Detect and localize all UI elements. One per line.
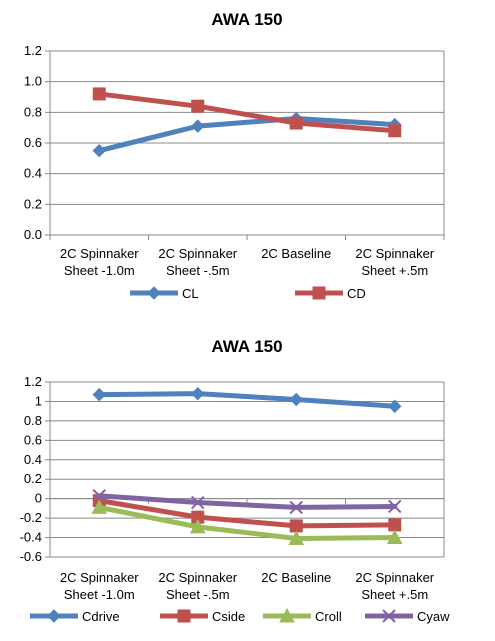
x-tick-label-line: 2C Baseline: [261, 570, 331, 585]
x-tick-label-line: 2C Spinnaker: [60, 246, 139, 261]
x-tick-label-line: 2C Spinnaker: [158, 246, 237, 261]
series-line: [96, 391, 398, 409]
data-point-stroke: [191, 495, 205, 510]
data-point: [191, 495, 205, 510]
legend-item: Cyaw: [365, 609, 450, 624]
data-point: [92, 87, 106, 101]
y-tick-label: -0.4: [20, 530, 42, 545]
data-point: [191, 119, 205, 133]
x-tick-label: 2C Spinnaker Sheet +.5m: [355, 570, 434, 602]
x-tick-label: 2C Spinnaker Sheet -1.0m: [60, 570, 139, 602]
data-point: [289, 392, 303, 407]
x-tick-label-line: 2C Spinnaker: [158, 570, 237, 585]
x-tick-label: 2C Spinnaker Sheet -1.0m: [60, 246, 139, 278]
data-point: [177, 609, 191, 623]
data-point: [312, 286, 326, 300]
y-tick-label: 0.4: [24, 166, 42, 181]
series-cyaw: [92, 489, 402, 515]
y-tick-label: 0.4: [24, 452, 42, 467]
legend-item: CD: [295, 286, 366, 301]
data-point: [289, 116, 303, 130]
data-point: [47, 609, 61, 623]
series-line: [96, 115, 398, 154]
series-cdrive: [92, 386, 402, 414]
x-tick-label-line: Sheet -1.0m: [64, 587, 135, 602]
x-tick-label: 2C Baseline: [261, 246, 331, 261]
y-tick-label: 0.2: [24, 196, 42, 211]
y-tick-label: 0: [35, 491, 42, 506]
legend-label: Cdrive: [82, 609, 120, 624]
data-point: [288, 530, 305, 546]
x-tick-label-line: Sheet -.5m: [166, 587, 230, 602]
chart-cl-cd: AWA 150 0.0 0.2 0.4 0.6 0.8 1.0 1.2 2C Spinnake…: [24, 10, 445, 301]
data-point: [279, 607, 295, 623]
data-point-stroke: [388, 499, 402, 514]
chart-title: AWA 150: [211, 10, 282, 29]
y-tick-label: -0.6: [20, 549, 42, 564]
data-point: [91, 499, 108, 514]
series-croll: [91, 499, 403, 546]
series-line: [96, 91, 398, 134]
x-tick-label-line: 2C Baseline: [261, 246, 331, 261]
series-line: [96, 504, 398, 542]
data-point: [386, 529, 403, 545]
y-tick-label: 0.6: [24, 432, 42, 447]
data-point: [289, 500, 303, 515]
y-tick-label: 0.6: [24, 135, 42, 150]
x-tick-label: 2C Spinnaker Sheet -.5m: [158, 246, 237, 278]
x-tick-label-line: 2C Spinnaker: [355, 246, 434, 261]
legend-label: Cside: [212, 609, 245, 624]
legend-item: Cdrive: [30, 609, 120, 624]
data-point: [92, 387, 106, 402]
x-tick-label: 2C Spinnaker Sheet +.5m: [355, 246, 434, 278]
data-point: [191, 386, 205, 401]
x-tick-label-line: Sheet -1.0m: [64, 263, 135, 278]
legend-item: Cside: [160, 609, 245, 624]
x-tick-label-line: 2C Spinnaker: [355, 570, 434, 585]
data-point: [289, 519, 303, 533]
y-tick-label: -0.2: [20, 510, 42, 525]
legend-item: Croll: [263, 607, 342, 624]
data-point: [388, 399, 402, 414]
y-tick-label: 1: [35, 393, 42, 408]
legend-label: Croll: [315, 609, 342, 624]
legend-label: CL: [182, 286, 199, 301]
data-point-stroke: [382, 609, 396, 623]
data-point-stroke: [92, 489, 106, 503]
data-point: [382, 609, 396, 623]
y-tick-label: 1.2: [24, 374, 42, 389]
y-tick-label: 1.2: [24, 43, 42, 58]
data-point: [92, 489, 106, 503]
series-line: [96, 493, 398, 510]
series-cl: [92, 111, 402, 158]
legend-label: Cyaw: [417, 609, 450, 624]
data-point: [92, 143, 106, 158]
chart-title: AWA 150: [211, 337, 282, 356]
legend-label: CD: [347, 286, 366, 301]
x-tick-label: 2C Baseline: [261, 570, 331, 585]
series-cd: [92, 87, 402, 138]
y-tick-label: 0.0: [24, 227, 42, 242]
y-tick-label: 0.2: [24, 471, 42, 486]
y-tick-label: 0.8: [24, 413, 42, 428]
data-point-stroke: [289, 500, 303, 515]
x-tick-label-line: Sheet +.5m: [361, 263, 428, 278]
x-tick-label-line: 2C Spinnaker: [60, 570, 139, 585]
x-tick-label-line: Sheet -.5m: [166, 263, 230, 278]
data-point: [147, 286, 161, 300]
data-point: [388, 124, 402, 138]
data-point: [388, 518, 402, 532]
data-point: [388, 499, 402, 514]
x-tick-label-line: Sheet +.5m: [361, 587, 428, 602]
chart-force-coefficients: AWA 150 -0.6 -0.4 -0.2 0 0.2 0.4 0.6 0.8 1 1.2 2C …: [20, 337, 451, 624]
x-tick-label: 2C Spinnaker Sheet -.5m: [158, 570, 237, 602]
legend-item: CL: [130, 286, 199, 301]
y-tick-label: 1.0: [24, 74, 42, 89]
data-point: [191, 99, 205, 113]
data-point: [189, 518, 206, 534]
series-line: [96, 498, 398, 529]
y-tick-label: 0.8: [24, 104, 42, 119]
